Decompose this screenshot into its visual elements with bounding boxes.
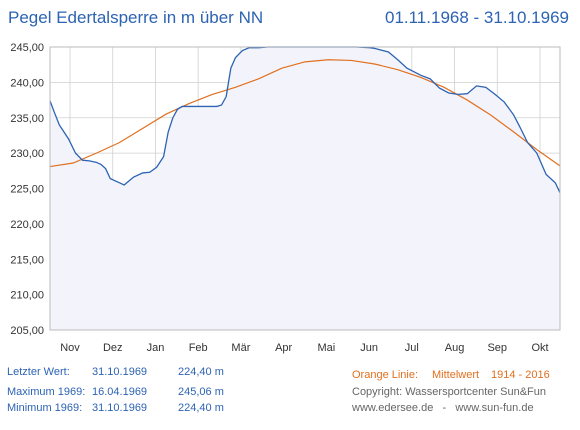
max-value: 245,06 m: [178, 386, 224, 398]
x-tick-label: Apr: [275, 342, 292, 354]
max-date: 16.04.1969: [92, 386, 148, 398]
y-tick-label: 230,00: [10, 148, 44, 160]
y-tick-label: 240,00: [10, 77, 44, 89]
date-range: 01.11.1968 - 31.10.1969: [384, 8, 569, 27]
last-value-date: 31.10.1969: [92, 366, 148, 378]
x-tick-label: Mär: [231, 342, 250, 354]
y-tick-label: 215,00: [10, 254, 44, 266]
min-value: 224,40 m: [178, 402, 224, 414]
plot-frame: [49, 46, 561, 331]
orange-line-label: Orange Linie:: [352, 369, 419, 381]
x-tick-label: Mai: [317, 342, 335, 354]
x-tick-label: Jun: [360, 342, 378, 354]
x-tick-label: Sep: [487, 342, 507, 354]
y-tick-label: 245,00: [10, 42, 44, 54]
y-axis-labels: 205,00 210,00 215,00 220,00 225,00 230,00 235,…: [10, 42, 44, 337]
min-date: 31.10.1969: [92, 402, 148, 414]
x-tick-label: Aug: [445, 342, 465, 354]
x-axis-labels: Nov Dez Jan Feb Mär Apr Mai Jun Jul Aug Sep Okt: [60, 342, 548, 354]
y-tick-label: 205,00: [10, 325, 44, 337]
x-tick-label: Nov: [60, 342, 80, 354]
y-tick-label: 235,00: [10, 113, 44, 125]
orange-line-desc: Mittelwert: [432, 369, 480, 381]
y-tick-label: 220,00: [10, 219, 44, 231]
last-value-label: Letzter Wert:: [7, 366, 70, 378]
orange-line-years: 1914 - 2016: [491, 369, 550, 381]
y-tick-label: 225,00: [10, 184, 44, 196]
min-label: Minimum 1969:: [7, 402, 83, 414]
level-area-fill: [50, 47, 560, 330]
water-level-chart: 205,00 210,00 215,00 220,00 225,00 230,00 235,…: [10, 42, 561, 354]
chart-title: Pegel Edertalsperre in m über NN: [8, 8, 264, 27]
copyright: Copyright: Wassersportcenter Sun&Fun: [352, 386, 547, 398]
level-line: [49, 46, 561, 194]
x-tick-label: Feb: [189, 342, 208, 354]
x-tick-label: Jul: [405, 342, 419, 354]
mean-line: [49, 59, 561, 168]
last-value: 224,40 m: [178, 366, 224, 378]
x-tick-label: Jan: [147, 342, 165, 354]
website-links[interactable]: www.edersee.de - www.sun-fun.de: [352, 402, 534, 414]
y-tick-label: 210,00: [10, 290, 44, 302]
x-tick-label: Okt: [531, 342, 548, 354]
x-tick-label: Dez: [103, 342, 123, 354]
max-label: Maximum 1969:: [7, 386, 86, 398]
